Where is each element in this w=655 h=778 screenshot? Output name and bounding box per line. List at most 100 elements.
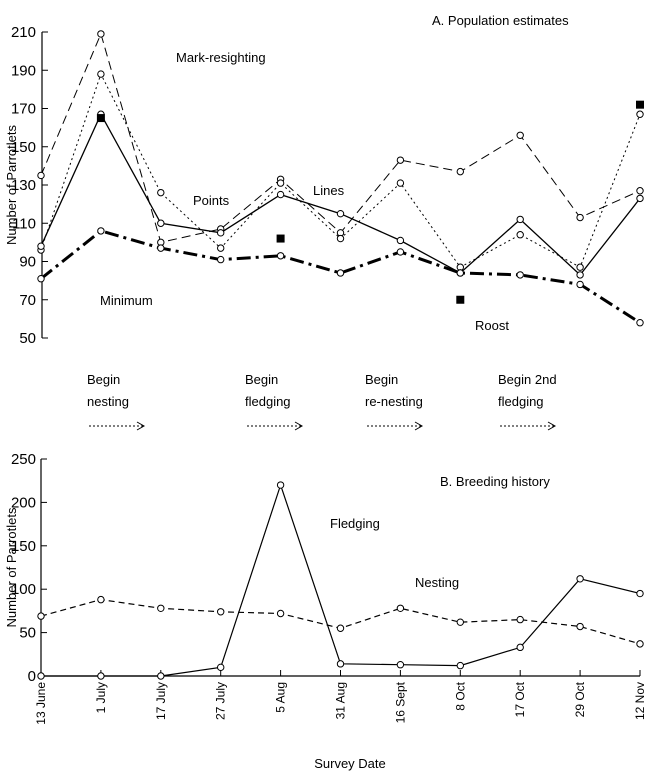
roost-square-marker xyxy=(456,295,465,304)
phase-label: Begin xyxy=(245,372,278,387)
x-tick-label: 29 Oct xyxy=(573,681,587,717)
data-point-fledging xyxy=(97,672,105,680)
panel-a-y-tick-label: 130 xyxy=(11,177,36,194)
data-point-nesting xyxy=(37,612,45,620)
panel-b-y-tick-label: 200 xyxy=(11,494,36,511)
panel-a-population-estimates: 50 70 90 110 130 150 170 190 210 Number of Parrot… xyxy=(4,13,644,431)
series-label-fledging: Fledging xyxy=(330,516,380,531)
panel-a-y-tick-label: 190 xyxy=(11,62,36,79)
data-point-fledging xyxy=(636,589,644,598)
data-point-fledging xyxy=(576,575,584,583)
data-point-nesting xyxy=(97,595,105,604)
panel-a-y-tick-label: 150 xyxy=(11,139,36,156)
data-point-lines xyxy=(336,209,345,218)
data-point-mark-resighting xyxy=(576,213,584,222)
panel-a-y-tick-label: 90 xyxy=(19,254,36,271)
x-tick-label: 8 Oct xyxy=(453,681,467,710)
data-point-minimum xyxy=(456,269,464,277)
x-tick-label: 27 July xyxy=(214,682,228,720)
data-point-points xyxy=(516,231,524,239)
panel-a-title: A. Population estimates xyxy=(432,13,569,28)
x-tick-label: 1 July xyxy=(94,682,108,713)
data-point-nesting xyxy=(636,640,644,648)
data-point-minimum xyxy=(157,244,165,252)
panel-a-y-tick-label: 50 xyxy=(19,330,36,347)
series-label-roost: Roost xyxy=(475,318,509,333)
x-tick-label: 16 Sept xyxy=(393,681,407,723)
roost-square-marker xyxy=(276,234,285,243)
data-point-lines xyxy=(396,236,405,245)
data-point-nesting xyxy=(336,624,345,632)
x-tick-label: 13 June xyxy=(34,682,48,725)
phase-label: re-nesting xyxy=(365,394,423,409)
data-point-nesting xyxy=(516,615,524,624)
series-line-nesting xyxy=(40,598,641,645)
panel-b-y-tick-label: 50 xyxy=(19,625,36,642)
data-point-nesting xyxy=(157,604,165,612)
data-point-fledging xyxy=(37,672,45,680)
data-point-minimum xyxy=(97,227,105,235)
data-point-fledging xyxy=(516,643,524,652)
data-point-lines xyxy=(217,229,225,237)
data-point-lines xyxy=(276,190,285,199)
series-label-lines: Lines xyxy=(313,183,345,198)
panel-b-breeding-history: 0 50 100 150 200 250 Number of Parrotlets B. Br… xyxy=(4,451,647,771)
phase-label: Begin xyxy=(87,372,120,387)
data-point-minimum xyxy=(576,280,584,289)
data-point-mark-resighting xyxy=(97,30,105,38)
series-line-minimum xyxy=(40,229,641,324)
panel-b-y-tick-label: 250 xyxy=(11,451,36,468)
data-point-nesting xyxy=(576,622,584,631)
x-tick-label: 12 Nov xyxy=(633,682,647,720)
series-label-points: Points xyxy=(193,193,230,208)
phase-label: Begin xyxy=(365,372,398,387)
x-tick-label: 5 Aug xyxy=(274,682,288,713)
data-point-nesting xyxy=(276,609,285,618)
phase-label: Begin 2nd xyxy=(498,372,557,387)
panel-b-y-axis-title: Number of Parrotlets xyxy=(4,507,19,627)
panel-a-y-tick-label: 70 xyxy=(19,292,36,309)
phase-arrow-head xyxy=(294,421,304,431)
data-point-lines xyxy=(516,215,524,224)
data-point-mark-resighting xyxy=(636,187,644,195)
data-point-lines xyxy=(157,219,165,227)
data-point-minimum xyxy=(217,255,225,264)
phase-arrow-head xyxy=(414,421,424,431)
data-point-points xyxy=(396,179,405,187)
phase-arrow-head xyxy=(136,421,146,431)
data-point-lines xyxy=(37,242,45,250)
x-tick-label: 17 July xyxy=(154,682,168,720)
panel-b-y-tick-label: 0 xyxy=(28,668,36,685)
data-point-fledging xyxy=(336,660,345,668)
data-point-mark-resighting xyxy=(516,131,524,139)
data-point-mark-resighting xyxy=(456,167,464,176)
data-point-lines xyxy=(576,271,584,279)
series-label-minimum: Minimum xyxy=(100,293,153,308)
data-point-points xyxy=(276,179,285,187)
data-point-points xyxy=(217,244,225,252)
panel-a-y-axis-title: Number of Parrotlets xyxy=(4,125,19,245)
data-point-minimum xyxy=(396,248,405,256)
data-point-minimum xyxy=(516,271,524,279)
data-point-fledging xyxy=(276,481,285,489)
panel-b-title: B. Breeding history xyxy=(440,474,550,489)
x-tick-label: 31 Aug xyxy=(334,682,348,719)
data-point-points xyxy=(576,263,584,271)
series-line-fledging xyxy=(41,483,641,677)
data-point-points xyxy=(636,110,644,118)
data-point-points xyxy=(157,188,165,197)
data-point-fledging xyxy=(217,663,225,672)
x-axis-title: Survey Date xyxy=(314,756,386,771)
data-point-fledging xyxy=(157,672,165,680)
phase-arrow-head xyxy=(547,421,557,431)
data-point-lines xyxy=(636,194,644,203)
panel-a-y-tick-label: 210 xyxy=(11,24,36,41)
panel-a-y-tick-label: 110 xyxy=(12,215,36,232)
data-point-nesting xyxy=(456,618,464,626)
data-point-minimum xyxy=(636,319,644,327)
data-point-fledging xyxy=(396,661,405,669)
phase-label: fledging xyxy=(498,394,544,409)
data-point-mark-resighting xyxy=(37,171,45,180)
data-point-points xyxy=(336,234,345,243)
